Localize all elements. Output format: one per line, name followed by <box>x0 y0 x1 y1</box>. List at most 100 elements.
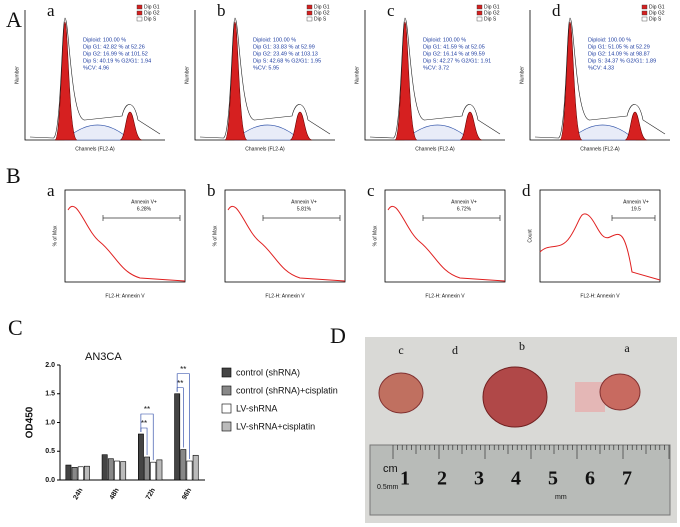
stat-line: %CV: 4.96 <box>83 65 109 71</box>
ruler-number: 7 <box>622 468 632 490</box>
panel-label: A <box>6 7 22 32</box>
g1-peak <box>54 21 78 141</box>
plot-letter: d <box>552 1 561 20</box>
x-tick-label: 48h <box>109 487 121 501</box>
plot-frame <box>64 189 186 283</box>
plot-frame <box>384 189 506 283</box>
legend-swatch <box>221 385 232 396</box>
bar <box>77 466 84 481</box>
legend-swatch <box>476 10 483 16</box>
bar <box>174 393 181 481</box>
sig-mark: ** <box>180 365 186 374</box>
plot-letter: a <box>47 1 55 20</box>
fit-curve <box>534 17 666 139</box>
x-label: Channels (FL2-A) <box>245 146 285 152</box>
stat-line: Dip G2: 16.99 % at 101.52 <box>83 51 148 57</box>
bar <box>138 433 144 481</box>
ruler-number: 3 <box>474 468 484 490</box>
sig-mark: ** <box>144 405 150 414</box>
stat-line: %CV: 4.33 <box>588 65 614 71</box>
stat-line: Diploid: 100.00 % <box>423 37 466 43</box>
axes <box>194 10 335 141</box>
x-tick-label: 72h <box>145 487 157 501</box>
stat-line: Dip S: 34.37 % G2/G1: 1.89 <box>588 58 656 64</box>
plot-letter: b <box>207 181 216 200</box>
gate-value: 6.72% <box>457 206 472 212</box>
legend-swatch <box>306 10 313 16</box>
tumor-label: d <box>452 343 458 357</box>
fit-curve <box>199 17 331 139</box>
fit-curve <box>29 17 161 139</box>
g1-peak <box>394 21 418 141</box>
panel-label: B <box>6 163 21 188</box>
stat-line: Dip G2: 23.49 % at 103.13 <box>253 51 318 57</box>
legend-swatch <box>641 4 648 10</box>
legend-label: control (shRNA)+cisplatin <box>236 385 338 395</box>
gate-label: Annexin V+ <box>623 199 649 205</box>
tumor <box>378 372 424 414</box>
y-tick-label: 0.5 <box>45 448 55 455</box>
y-label: % of Max <box>372 225 378 246</box>
gate <box>262 215 341 221</box>
x-label: FL2-H: Annexin V <box>425 293 465 299</box>
ruler-number: 2 <box>437 468 447 490</box>
tumor <box>599 373 641 411</box>
bar <box>180 449 187 481</box>
legend-label: Dip S <box>314 16 327 22</box>
g2-peak <box>289 111 313 141</box>
ruler-text: cm <box>383 463 398 475</box>
legend-swatch <box>136 16 143 22</box>
stat-line: Diploid: 100.00 % <box>588 37 631 43</box>
ruler-text: mm <box>555 494 567 501</box>
legend-swatch <box>641 10 648 16</box>
stat-line: Dip S: 40.19 % G2/G1: 1.94 <box>83 58 151 64</box>
stat-line: %CV: 3.72 <box>423 65 449 71</box>
plot-letter: c <box>387 1 395 20</box>
bar <box>107 458 114 481</box>
plot-frame <box>224 189 346 283</box>
g2-peak <box>624 111 648 141</box>
legend-label: Dip G1 <box>314 4 330 10</box>
plot-frame <box>539 189 661 283</box>
y-label: OD450 <box>25 406 36 438</box>
legend-swatch <box>476 16 483 22</box>
gate <box>102 215 181 221</box>
bar <box>144 456 151 481</box>
ruler-number: 6 <box>585 468 595 490</box>
plot-letter: d <box>522 181 531 200</box>
axes <box>364 10 505 141</box>
histogram <box>227 206 346 282</box>
legend-swatch <box>476 4 483 10</box>
gate-label: Annexin V+ <box>291 199 317 205</box>
legend-swatch <box>221 403 232 414</box>
plot-letter: b <box>217 1 226 20</box>
sig-mark: ** <box>177 379 183 388</box>
bar <box>150 461 157 481</box>
ruler-number: 5 <box>548 468 558 490</box>
legend-swatch <box>136 10 143 16</box>
plot-letter: a <box>47 181 55 200</box>
gate-label: Annexin V+ <box>131 199 157 205</box>
plot-letter: c <box>367 181 375 200</box>
y-label: Number <box>519 66 525 84</box>
legend-swatch <box>221 421 232 432</box>
legend-label: Dip S <box>649 16 662 22</box>
legend-label: Dip G2 <box>314 10 330 16</box>
x-label: FL2-H: Annexin V <box>580 293 620 299</box>
axes <box>529 10 670 141</box>
y-label: % of Max <box>52 225 58 246</box>
gate <box>422 215 501 221</box>
x-tick-label: 96h <box>181 487 193 501</box>
stat-line: Dip G2: 14.09 % at 98.87 <box>588 51 650 57</box>
bar <box>101 454 108 481</box>
g2-peak <box>459 111 483 141</box>
sig-bracket <box>176 373 190 460</box>
panel-label: D <box>330 323 346 348</box>
legend-swatch <box>136 4 143 10</box>
legend-label: Dip S <box>484 16 497 22</box>
legend-label: LV-shRNA <box>236 403 277 413</box>
tumor <box>482 366 548 428</box>
tumor-label: b <box>519 339 525 353</box>
legend-label: Dip G2 <box>144 10 160 16</box>
